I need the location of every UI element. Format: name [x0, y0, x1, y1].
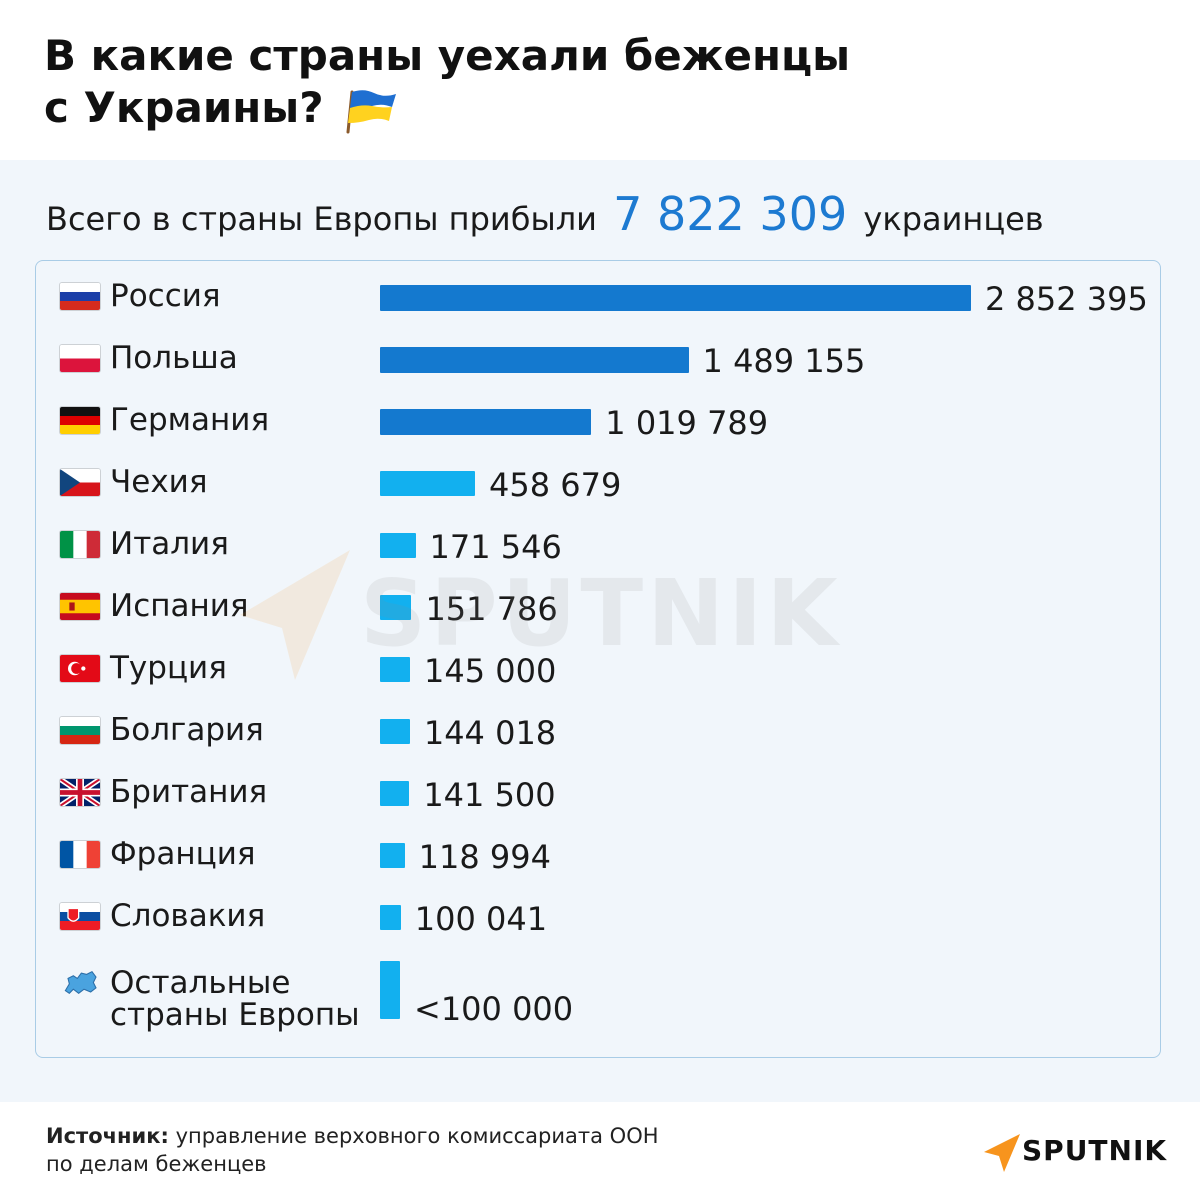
country-label: Словакия	[110, 898, 266, 934]
bar	[380, 961, 400, 1019]
chart-row: Словакия 100 041	[36, 898, 1156, 963]
source-label: Источник:	[46, 1124, 169, 1148]
total-summary: Всего в страны Европы прибыли 7 822 309 …	[46, 186, 1044, 247]
chart-row: Франция 118 994	[36, 836, 1156, 901]
country-label: Остальные страны Европы	[110, 965, 360, 1033]
bar	[380, 285, 971, 311]
bar	[380, 471, 476, 496]
flag-de-icon	[60, 407, 100, 434]
source-text-2: по делам беженцев	[46, 1152, 267, 1176]
chart-row: Британия 141 500	[36, 774, 1156, 839]
flag-gb-icon	[60, 779, 100, 806]
flag-it-icon	[60, 531, 100, 558]
country-label: Болгария	[110, 712, 264, 748]
value-label: 151 786	[425, 590, 558, 628]
logo-text: SPUTNIK	[1022, 1134, 1168, 1167]
chart-row: Польша 1 489 155	[36, 340, 1156, 405]
page-title: В какие страны уехали беженцы с Украины?	[44, 30, 1044, 136]
country-label: Чехия	[110, 464, 208, 500]
bar	[380, 719, 410, 744]
title-line-2: с Украины?	[44, 82, 1044, 136]
value-label: 144 018	[423, 714, 557, 752]
flag-sk-icon	[60, 903, 100, 930]
country-label: Германия	[110, 402, 270, 438]
source-line-1: Источник: управление верховного комиссар…	[46, 1122, 659, 1150]
flag-pl-icon	[60, 345, 100, 372]
header: В какие страны уехали беженцы с Украины?	[0, 0, 1200, 160]
total-value: 7 822 309	[613, 187, 848, 241]
source-note: Источник: управление верховного комиссар…	[46, 1122, 659, 1178]
value-label: <100 000	[414, 990, 574, 1028]
value-label: 118 994	[418, 838, 551, 876]
bar	[380, 533, 416, 558]
country-label: Британия	[110, 774, 268, 810]
bar	[380, 409, 592, 435]
chart-row: Россия 2 852 395	[36, 278, 1156, 343]
chart-row: Турция 145 000	[36, 650, 1156, 715]
ukraine-flag-icon	[346, 89, 396, 133]
bar-chart: Россия 2 852 395 Польша 1 489 155 Германия 1 …	[35, 260, 1161, 1058]
source-text-1: управление верховного комиссариата ООН	[175, 1124, 659, 1148]
flag-bg-icon	[60, 717, 100, 744]
flag-eu-icon	[60, 969, 100, 996]
bar	[380, 905, 401, 930]
country-label: Франция	[110, 836, 256, 872]
bar	[380, 595, 412, 620]
chart-row: Испания 151 786	[36, 588, 1156, 653]
value-label: 1 019 789	[605, 404, 769, 442]
value-label: 100 041	[414, 900, 548, 938]
bar	[380, 347, 689, 373]
sputnik-logo-icon	[984, 1134, 1020, 1172]
value-label: 458 679	[489, 466, 622, 504]
bar	[380, 657, 411, 682]
value-label: 171 546	[429, 528, 562, 566]
total-prefix: Всего в страны Европы прибыли	[46, 200, 597, 238]
flag-cz-icon	[60, 469, 100, 496]
bar	[380, 843, 405, 868]
chart-row: Остальные страны Европы <100 000	[36, 961, 1156, 1031]
chart-row: Италия 171 546	[36, 526, 1156, 591]
title-line-2-text: с Украины?	[44, 83, 324, 132]
bar	[380, 781, 410, 806]
value-label: 145 000	[424, 652, 557, 690]
flag-ru-icon	[60, 283, 100, 310]
value-label: 1 489 155	[702, 342, 866, 380]
flag-es-icon	[60, 593, 100, 620]
chart-row: Чехия 458 679	[36, 464, 1156, 529]
value-label: 2 852 395	[985, 280, 1148, 318]
value-label: 141 500	[423, 776, 556, 814]
sputnik-logo: SPUTNIK	[982, 1130, 1166, 1174]
title-line-1: В какие страны уехали беженцы	[44, 31, 851, 80]
flag-fr-icon	[60, 841, 100, 868]
country-label: Польша	[110, 340, 238, 376]
country-label: Турция	[110, 650, 227, 686]
country-label: Россия	[110, 278, 221, 314]
total-suffix: украинцев	[863, 200, 1044, 238]
chart-row: Германия 1 019 789	[36, 402, 1156, 467]
flag-tr-icon	[60, 655, 100, 682]
chart-row: Болгария 144 018	[36, 712, 1156, 777]
country-label: Испания	[110, 588, 249, 624]
country-label: Италия	[110, 526, 229, 562]
